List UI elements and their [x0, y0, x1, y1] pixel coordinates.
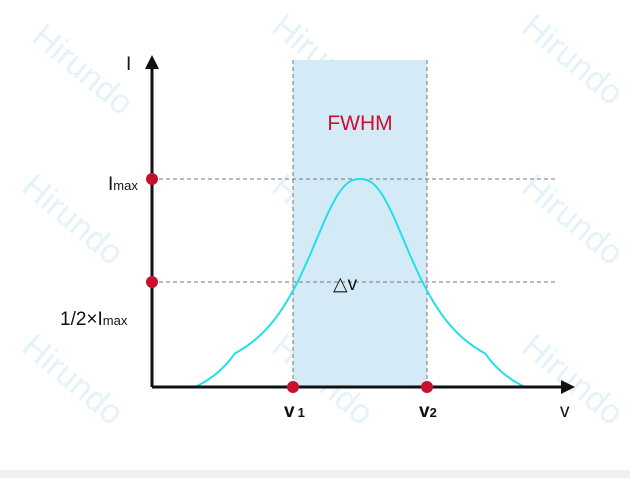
bottom-strip [0, 470, 630, 478]
imax-marker [146, 173, 158, 185]
guide-lines [152, 60, 555, 387]
watermark: Hirundo [25, 17, 141, 123]
v2-marker [421, 381, 433, 393]
x-axis-arrow-icon [561, 380, 575, 394]
fwhm-label: FWHM [327, 112, 392, 135]
v2-label: v2 [419, 401, 437, 422]
x-axis-label: v [560, 401, 570, 422]
spectral-curve [194, 178, 526, 388]
fwhm-band [293, 60, 427, 387]
watermark: Hirundo [515, 167, 630, 273]
watermark: Hirundo [515, 7, 630, 113]
half-max-marker [146, 276, 158, 288]
watermark: Hirundo [15, 327, 131, 433]
y-axis-arrow-icon [145, 55, 159, 69]
watermark: Hirundo [515, 327, 630, 433]
half-max-label: 1/2×Imax [60, 309, 128, 330]
v1-marker [287, 381, 299, 393]
delta-v-label: △v [333, 274, 358, 295]
imax-label: Imax [108, 174, 138, 195]
y-axis-label: I [126, 54, 131, 75]
